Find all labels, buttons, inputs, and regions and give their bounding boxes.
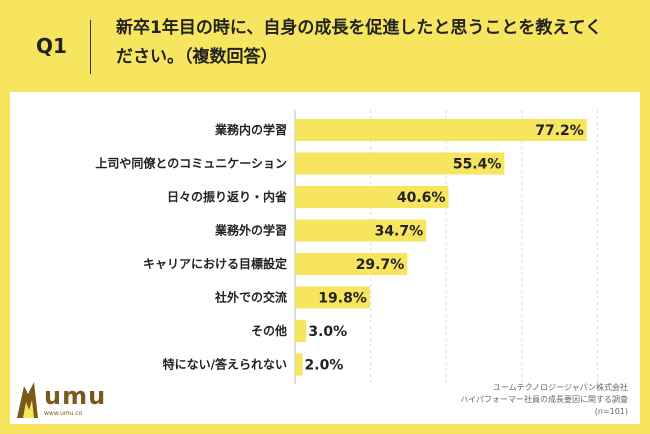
question-number: Q1 bbox=[36, 34, 67, 58]
source-sample-size: (n=101) bbox=[594, 407, 628, 416]
logo-wordmark: umu bbox=[44, 382, 107, 410]
category-label: 社外での交流 bbox=[214, 290, 287, 305]
category-label: 業務外の学習 bbox=[214, 223, 287, 238]
bar bbox=[295, 186, 449, 208]
umu-logo-icon bbox=[17, 382, 38, 418]
value-label: 34.7% bbox=[375, 224, 424, 240]
bar-chart: 業務内の学習 77.2% 上司や同僚とのコミュニケーション 55.4% 日々の振り返り・… bbox=[95, 110, 598, 384]
chart-panel: 業務内の学習 77.2% 上司や同僚とのコミュニケーション 55.4% 日々の振り返り・… bbox=[10, 92, 640, 424]
category-label: 業務内の学習 bbox=[214, 122, 287, 137]
bar bbox=[295, 253, 408, 275]
value-label: 55.4% bbox=[453, 157, 502, 173]
bar bbox=[295, 320, 307, 342]
value-label: 2.0% bbox=[305, 358, 344, 374]
category-label: キャリアにおける目標設定 bbox=[143, 256, 287, 271]
category-label: その他 bbox=[251, 323, 287, 338]
value-label: 29.7% bbox=[356, 257, 405, 273]
source-company: ユームテクノロジージャパン株式会社 bbox=[492, 383, 628, 392]
value-label: 40.6% bbox=[397, 190, 446, 206]
bar bbox=[295, 219, 427, 242]
category-label: 上司や同僚とのコミュニケーション bbox=[95, 156, 287, 171]
header: Q1 新卒1年目の時に、自身の成長を促進したと思うことを教えてください。（複数回… bbox=[0, 0, 650, 92]
umu-logo: umu www.umu.co bbox=[14, 380, 124, 424]
bar bbox=[295, 286, 370, 309]
question-text: 新卒1年目の時に、自身の成長を促進したと思うことを教えてください。（複数回答） bbox=[116, 18, 602, 67]
bar bbox=[295, 119, 587, 141]
header-divider bbox=[90, 20, 91, 74]
bar bbox=[295, 152, 505, 175]
logo-url: www.umu.co bbox=[44, 410, 83, 417]
category-label: 特にない/答えられない bbox=[163, 357, 287, 372]
bar bbox=[295, 353, 303, 376]
source-survey: ハイパフォーマー社員の成長要因に関する調査 bbox=[460, 395, 628, 404]
value-label: 19.8% bbox=[318, 291, 367, 307]
category-label: 日々の振り返り・内省 bbox=[167, 189, 287, 204]
value-label: 77.2% bbox=[535, 123, 584, 139]
value-label: 3.0% bbox=[308, 324, 347, 340]
